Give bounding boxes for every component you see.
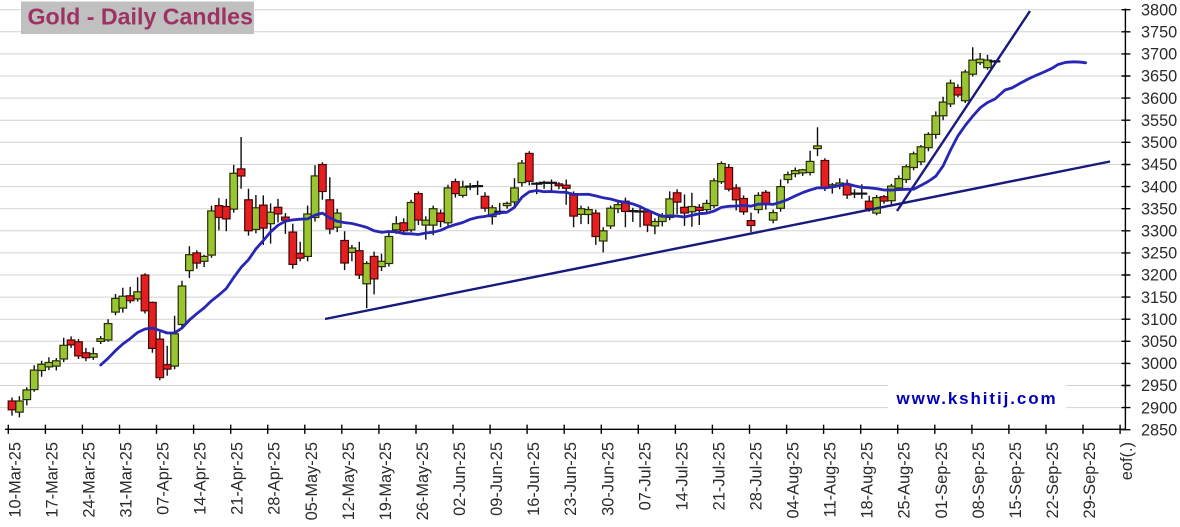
svg-text:05-May-25: 05-May-25 xyxy=(303,442,321,520)
svg-text:07-Apr-25: 07-Apr-25 xyxy=(155,442,173,515)
svg-text:3750: 3750 xyxy=(1141,24,1177,42)
svg-text:02-Jun-25: 02-Jun-25 xyxy=(451,442,469,516)
svg-text:2950: 2950 xyxy=(1141,377,1177,395)
svg-text:3600: 3600 xyxy=(1141,90,1177,108)
svg-text:2850: 2850 xyxy=(1141,421,1177,439)
svg-text:3650: 3650 xyxy=(1141,68,1177,86)
svg-text:3000: 3000 xyxy=(1141,355,1177,373)
svg-text:16-Jun-25: 16-Jun-25 xyxy=(525,442,543,516)
svg-text:28-Apr-25: 28-Apr-25 xyxy=(266,442,284,515)
svg-text:eof(.): eof(.) xyxy=(1118,442,1136,480)
svg-text:15-Sep-25: 15-Sep-25 xyxy=(1007,442,1025,519)
svg-text:11-Aug-25: 11-Aug-25 xyxy=(822,442,840,517)
svg-text:08-Sep-25: 08-Sep-25 xyxy=(970,442,988,519)
svg-text:01-Sep-25: 01-Sep-25 xyxy=(933,442,951,519)
svg-text:www.kshitij.com: www.kshitij.com xyxy=(895,389,1057,408)
svg-text:07-Jul-25: 07-Jul-25 xyxy=(636,442,654,510)
svg-text:04-Aug-25: 04-Aug-25 xyxy=(785,442,803,519)
svg-text:22-Sep-25: 22-Sep-25 xyxy=(1044,442,1062,519)
svg-text:3050: 3050 xyxy=(1141,333,1177,351)
svg-text:3300: 3300 xyxy=(1141,223,1177,241)
svg-text:26-May-25: 26-May-25 xyxy=(414,442,432,520)
svg-text:10-Mar-25: 10-Mar-25 xyxy=(6,442,24,518)
svg-text:23-Jun-25: 23-Jun-25 xyxy=(562,442,580,516)
svg-text:3200: 3200 xyxy=(1141,267,1177,285)
svg-text:2900: 2900 xyxy=(1141,399,1177,417)
svg-text:30-Jun-25: 30-Jun-25 xyxy=(599,442,617,516)
svg-text:3700: 3700 xyxy=(1141,46,1177,64)
svg-text:25-Aug-25: 25-Aug-25 xyxy=(896,442,914,519)
svg-text:21-Jul-25: 21-Jul-25 xyxy=(710,442,728,510)
svg-text:24-Mar-25: 24-Mar-25 xyxy=(80,442,98,518)
svg-text:29-Sep-25: 29-Sep-25 xyxy=(1081,442,1099,519)
svg-text:Gold - Daily Candles: Gold - Daily Candles xyxy=(28,4,253,30)
svg-text:17-Mar-25: 17-Mar-25 xyxy=(43,442,61,518)
svg-text:3350: 3350 xyxy=(1141,200,1177,218)
svg-text:14-Apr-25: 14-Apr-25 xyxy=(192,442,210,515)
svg-text:3450: 3450 xyxy=(1141,156,1177,174)
svg-text:14-Jul-25: 14-Jul-25 xyxy=(673,442,691,510)
svg-text:3550: 3550 xyxy=(1141,112,1177,130)
svg-text:3500: 3500 xyxy=(1141,134,1177,152)
svg-text:31-Mar-25: 31-Mar-25 xyxy=(118,442,136,518)
svg-text:21-Apr-25: 21-Apr-25 xyxy=(229,442,247,515)
svg-text:3800: 3800 xyxy=(1141,1,1177,19)
svg-text:3150: 3150 xyxy=(1141,289,1177,307)
svg-text:12-May-25: 12-May-25 xyxy=(340,442,358,520)
svg-text:09-Jun-25: 09-Jun-25 xyxy=(488,442,506,516)
svg-text:3100: 3100 xyxy=(1141,311,1177,329)
svg-text:3250: 3250 xyxy=(1141,245,1177,263)
svg-text:18-Aug-25: 18-Aug-25 xyxy=(859,442,877,519)
svg-text:3400: 3400 xyxy=(1141,178,1177,196)
svg-text:28-Jul-25: 28-Jul-25 xyxy=(748,442,766,510)
svg-text:19-May-25: 19-May-25 xyxy=(377,442,395,520)
